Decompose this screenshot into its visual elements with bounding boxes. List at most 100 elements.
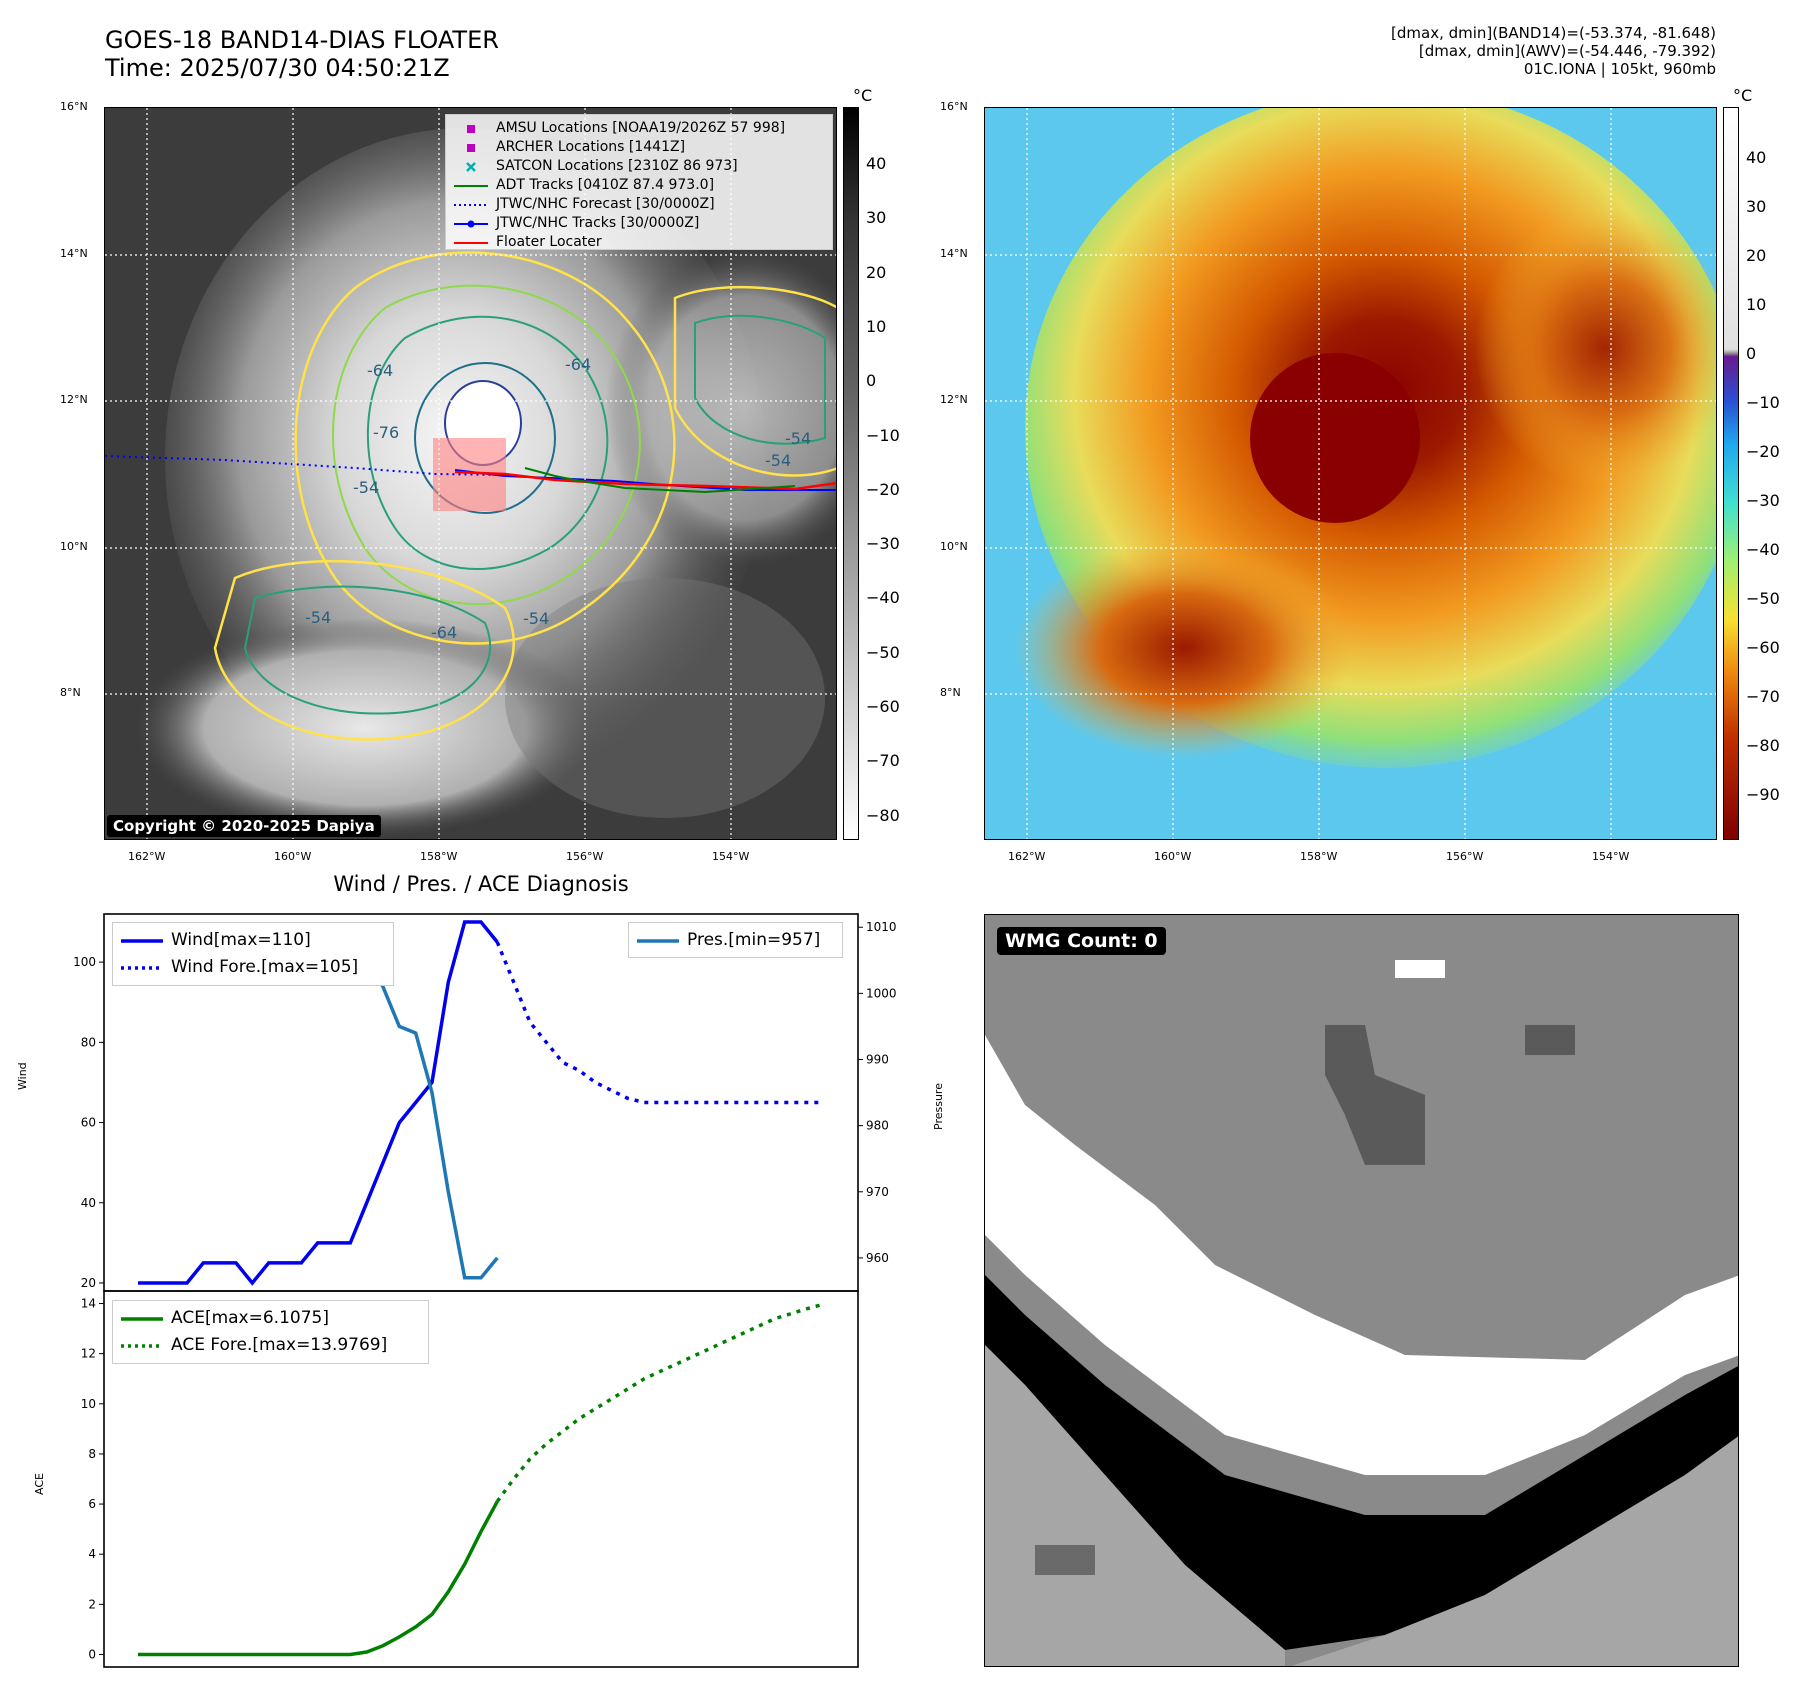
ir-gridlines bbox=[105, 108, 836, 839]
colorbar-tick-label: 10 bbox=[866, 316, 887, 336]
lat-tick-label: 12°N bbox=[60, 393, 88, 406]
wind-legend-label: Wind[max=110] bbox=[171, 930, 311, 950]
colorbar-tick-label: 0 bbox=[866, 371, 877, 391]
series-line bbox=[495, 941, 824, 1105]
wmg-count-badge: WMG Count: 0 bbox=[997, 927, 1166, 955]
axis-tick-label: 10 bbox=[81, 1397, 96, 1411]
axis-tick-label: 960 bbox=[866, 1251, 889, 1265]
legend-swatch-icon bbox=[454, 184, 488, 187]
pressure-legend-item: Pres.[min=957] bbox=[637, 927, 834, 954]
wmg-image bbox=[985, 915, 1738, 1666]
lon-tick-label: 154°W bbox=[712, 850, 750, 863]
awv-satellite-image bbox=[985, 108, 1716, 839]
lat-tick-label: 16°N bbox=[60, 100, 88, 113]
figure-meta: [dmax, dmin](BAND14)=(-53.374, -81.648) … bbox=[1391, 24, 1716, 78]
ir-legend-item: AMSU Locations [NOAA19/2026Z 57 998] bbox=[454, 119, 824, 138]
axis-tick-label: 60 bbox=[81, 1116, 96, 1130]
axis-tick-label: 80 bbox=[81, 1035, 96, 1049]
axis-tick-label: 0 bbox=[88, 1647, 96, 1661]
lon-tick-label: 154°W bbox=[1592, 850, 1630, 863]
axis-tick-label: 990 bbox=[866, 1053, 889, 1067]
title-line-2: Time: 2025/07/30 04:50:21Z bbox=[105, 54, 450, 82]
contour-label: -76 bbox=[373, 423, 399, 442]
ir-legend-item: ARCHER Locations [1441Z] bbox=[454, 138, 824, 157]
axis-tick-label: 100 bbox=[73, 955, 96, 969]
wind-fore-legend-label: Wind Fore.[max=105] bbox=[171, 957, 359, 977]
ace-fore-legend-item: ACE Fore.[max=13.9769] bbox=[121, 1332, 420, 1359]
legend-swatch-icon bbox=[454, 220, 488, 227]
legend-swatch-icon bbox=[467, 143, 475, 152]
colorbar-tick-label: 30 bbox=[866, 208, 887, 228]
contour-label: -54 bbox=[765, 451, 791, 470]
ir-legend-label: JTWC/NHC Forecast [30/0000Z] bbox=[496, 196, 715, 212]
lon-tick-label: 156°W bbox=[1446, 850, 1484, 863]
ir-legend-item: JTWC/NHC Forecast [30/0000Z] bbox=[454, 195, 824, 214]
lat-tick-label: 10°N bbox=[60, 540, 88, 553]
colorbar-tick-label: −20 bbox=[866, 479, 900, 499]
axis-tick-label: 14 bbox=[81, 1297, 96, 1311]
ace-legend: ACE[max=6.1075] ACE Fore.[max=13.9769] bbox=[112, 1300, 429, 1364]
lon-tick-label: 156°W bbox=[566, 850, 604, 863]
ir-legend-item: JTWC/NHC Tracks [30/0000Z] bbox=[454, 214, 824, 233]
legend-swatch-icon bbox=[466, 161, 476, 172]
title-line-1: GOES-18 BAND14-DIAS FLOATER bbox=[105, 26, 499, 54]
lon-tick-label: 160°W bbox=[1154, 850, 1192, 863]
axis-tick-label: 6 bbox=[88, 1497, 96, 1511]
meta-line-2: [dmax, dmin](AWV)=(-54.446, -79.392) bbox=[1418, 42, 1716, 60]
wind-legend-item: Wind[max=110] bbox=[121, 927, 385, 954]
ir-legend-item: ADT Tracks [0410Z 87.4 973.0] bbox=[454, 176, 824, 195]
contour-label: -64 bbox=[367, 361, 393, 380]
colorbar-tick-label: −60 bbox=[1746, 638, 1780, 657]
ir-legend-item: Floater Locater bbox=[454, 233, 824, 252]
contour-label: -54 bbox=[353, 478, 379, 497]
lon-tick-label: 160°W bbox=[274, 850, 312, 863]
ir-legend-item: SATCON Locations [2310Z 86 973] bbox=[454, 157, 824, 176]
wind-fore-legend-item: Wind Fore.[max=105] bbox=[121, 954, 385, 981]
colorbar-tick-label: 20 bbox=[1746, 246, 1767, 265]
legend-swatch-icon bbox=[454, 241, 488, 244]
series-line bbox=[495, 1302, 825, 1503]
colorbar-tick-label: −60 bbox=[866, 697, 900, 716]
ir-satellite-panel: -64 -64 -76 -54 -54 -64 -54 -54 -54 AMSU Locatio… bbox=[104, 107, 837, 840]
colorbar-tick-label: −80 bbox=[866, 805, 900, 825]
lat-tick-label: 16°N bbox=[940, 100, 968, 113]
colorbar-tick-label: 40 bbox=[1746, 148, 1767, 167]
ace-legend-label: ACE[max=6.1075] bbox=[171, 1308, 329, 1328]
legend-swatch-icon bbox=[454, 203, 488, 206]
series-line bbox=[138, 920, 499, 1286]
colorbar-tick-label: −30 bbox=[1746, 491, 1780, 510]
contour-label: -64 bbox=[431, 623, 457, 642]
colorbar-tick-label: 30 bbox=[1746, 197, 1767, 216]
axis-tick-label: 4 bbox=[88, 1547, 96, 1561]
colorbar-tick-label: −70 bbox=[1746, 687, 1780, 706]
axis-tick-label: 970 bbox=[866, 1185, 889, 1199]
ir-legend-label: ADT Tracks [0410Z 87.4 973.0] bbox=[496, 177, 715, 193]
series-line bbox=[138, 1500, 499, 1657]
colorbar-tick-label: 0 bbox=[1746, 344, 1757, 363]
lon-tick-label: 162°W bbox=[128, 850, 166, 863]
axis-tick-label: 12 bbox=[81, 1347, 96, 1361]
diagnosis-title: Wind / Pres. / ACE Diagnosis bbox=[333, 872, 629, 896]
ir-legend-label: ARCHER Locations [1441Z] bbox=[496, 139, 686, 155]
lat-tick-label: 10°N bbox=[940, 540, 968, 553]
meta-line-1: [dmax, dmin](BAND14)=(-53.374, -81.648) bbox=[1391, 24, 1716, 42]
lat-tick-label: 14°N bbox=[940, 247, 968, 260]
awv-colorbar bbox=[1723, 107, 1739, 840]
lon-tick-label: 158°W bbox=[1300, 850, 1338, 863]
colorbar-tick-label: −10 bbox=[1746, 393, 1780, 412]
lat-tick-label: 14°N bbox=[60, 247, 88, 260]
lat-tick-label: 8°N bbox=[60, 686, 81, 699]
colorbar-tick-label: 10 bbox=[1746, 295, 1767, 314]
colorbar-tick-label: −90 bbox=[1746, 785, 1780, 804]
meta-line-3: 01C.IONA | 105kt, 960mb bbox=[1523, 60, 1716, 78]
lon-tick-label: 162°W bbox=[1008, 850, 1046, 863]
wind-ylabel: Wind bbox=[16, 1062, 29, 1090]
ace-legend-item: ACE[max=6.1075] bbox=[121, 1305, 420, 1332]
contour-label: -54 bbox=[523, 609, 549, 628]
axis-tick-label: 1000 bbox=[866, 986, 897, 1000]
lon-tick-label: 158°W bbox=[420, 850, 458, 863]
pressure-legend-label: Pres.[min=957] bbox=[687, 930, 821, 950]
wind-legend: Wind[max=110] Wind Fore.[max=105] bbox=[112, 922, 394, 986]
axis-tick-label: 20 bbox=[81, 1276, 96, 1290]
figure-title: GOES-18 BAND14-DIAS FLOATER Time: 2025/0… bbox=[105, 26, 499, 82]
